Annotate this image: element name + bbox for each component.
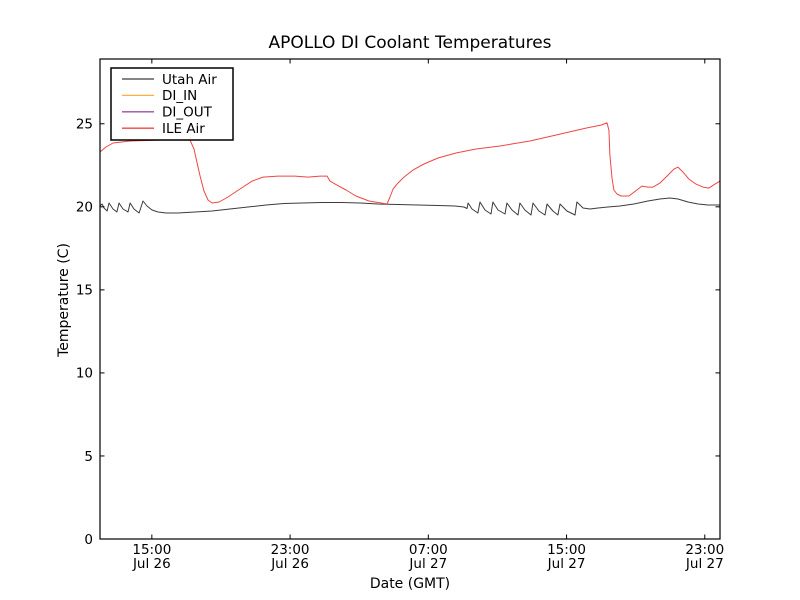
y-tick-label: 15: [76, 283, 93, 299]
legend-item-di-in: DI_IN: [122, 88, 197, 104]
x-tick-label-date: Jul 27: [685, 556, 724, 572]
x-tick-label-date: Jul 26: [132, 556, 171, 572]
x-tick-label-time: 15:00: [547, 542, 586, 558]
legend-label: DI_OUT: [162, 105, 213, 121]
legend-item-di-out: DI_OUT: [122, 105, 213, 121]
y-tick-label: 20: [76, 200, 93, 216]
legend-label: ILE Air: [162, 121, 205, 137]
y-tick-label: 5: [84, 449, 93, 465]
x-tick-label-date: Jul 27: [547, 556, 586, 572]
legend-item-ile-air: ILE Air: [122, 121, 205, 137]
legend-item-utah-air: Utah Air: [122, 72, 217, 88]
x-tick-label-time: 23:00: [271, 542, 310, 558]
series-lines: [99, 122, 721, 216]
plot-border: [99, 58, 721, 540]
series-line-ile-air: [99, 122, 721, 205]
legend-label: DI_IN: [162, 88, 197, 104]
x-tick-label-date: Jul 27: [408, 556, 447, 572]
legend-label: Utah Air: [162, 72, 217, 88]
y-tick-label: 0: [84, 532, 93, 548]
x-tick-label-time: 07:00: [409, 542, 448, 558]
x-tick-label-time: 23:00: [685, 542, 724, 558]
chart-title: APOLLO DI Coolant Temperatures: [268, 33, 551, 53]
y-tick-label: 25: [76, 117, 93, 133]
y-axis-label: Temperature (C): [56, 243, 72, 358]
x-tick-label-date: Jul 26: [270, 556, 309, 572]
y-tick-label: 10: [76, 366, 93, 382]
series-line-utah-air: [99, 197, 720, 216]
x-axis-label: Date (GMT): [370, 576, 450, 592]
x-tick-label-time: 15:00: [132, 542, 171, 558]
